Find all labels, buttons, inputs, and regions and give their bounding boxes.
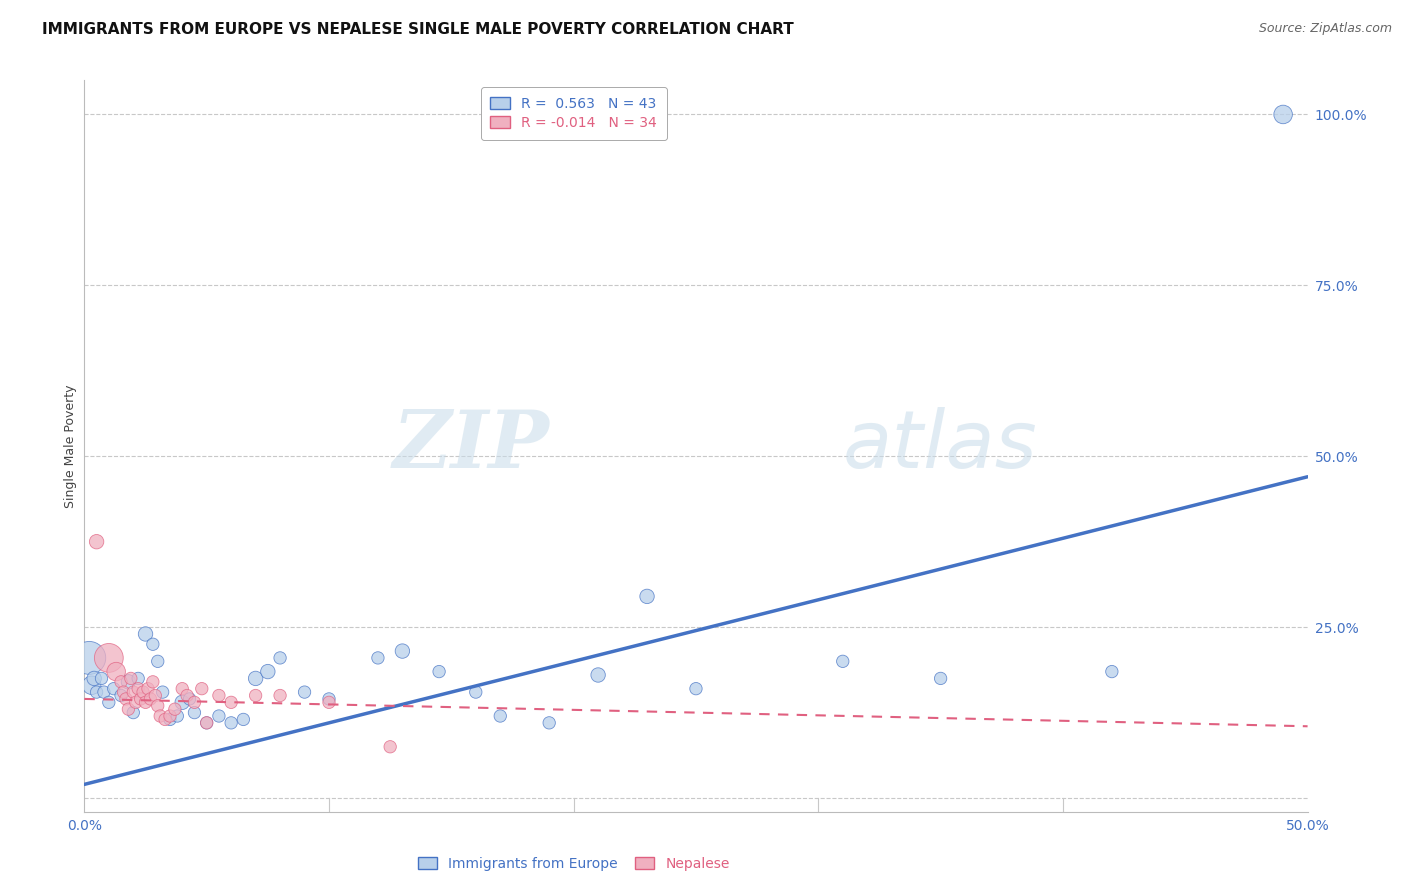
Point xyxy=(86,534,108,549)
Point xyxy=(105,665,128,679)
Point xyxy=(159,713,181,727)
Point xyxy=(120,672,142,686)
Legend: Immigrants from Europe, Nepalese: Immigrants from Europe, Nepalese xyxy=(411,850,737,878)
Point xyxy=(294,685,316,699)
Point xyxy=(636,590,658,604)
Point xyxy=(115,692,138,706)
Point xyxy=(245,689,267,703)
Point xyxy=(110,689,132,703)
Point xyxy=(929,672,952,686)
Point xyxy=(163,702,186,716)
Point xyxy=(97,695,120,709)
Point xyxy=(112,685,135,699)
Point xyxy=(132,685,155,699)
Point xyxy=(153,713,176,727)
Point xyxy=(245,672,267,686)
Point xyxy=(191,681,214,696)
Point xyxy=(391,644,413,658)
Point xyxy=(142,637,165,651)
Point xyxy=(129,692,152,706)
Point xyxy=(172,695,194,709)
Point xyxy=(166,709,188,723)
Point xyxy=(143,689,166,703)
Point xyxy=(142,674,165,689)
Point xyxy=(367,651,389,665)
Point xyxy=(219,715,242,730)
Text: IMMIGRANTS FROM EUROPE VS NEPALESE SINGLE MALE POVERTY CORRELATION CHART: IMMIGRANTS FROM EUROPE VS NEPALESE SINGL… xyxy=(42,22,794,37)
Point xyxy=(103,681,125,696)
Point xyxy=(183,695,205,709)
Point xyxy=(269,689,291,703)
Point xyxy=(146,698,169,713)
Point xyxy=(257,665,280,679)
Point xyxy=(127,681,149,696)
Text: ZIP: ZIP xyxy=(392,408,550,484)
Point xyxy=(159,709,181,723)
Point xyxy=(90,672,112,686)
Point xyxy=(125,695,148,709)
Point xyxy=(93,685,115,699)
Point xyxy=(152,685,174,699)
Point xyxy=(77,651,100,665)
Point xyxy=(183,706,205,720)
Point xyxy=(136,681,159,696)
Point xyxy=(685,681,707,696)
Point xyxy=(318,692,340,706)
Point xyxy=(1101,665,1123,679)
Point xyxy=(149,709,172,723)
Point xyxy=(135,627,157,641)
Point xyxy=(117,674,139,689)
Point xyxy=(208,709,231,723)
Text: atlas: atlas xyxy=(842,407,1038,485)
Point xyxy=(122,706,145,720)
Text: Source: ZipAtlas.com: Source: ZipAtlas.com xyxy=(1258,22,1392,36)
Point xyxy=(586,668,609,682)
Point xyxy=(464,685,486,699)
Point xyxy=(117,702,139,716)
Point xyxy=(195,715,218,730)
Point xyxy=(269,651,291,665)
Point xyxy=(1272,107,1295,121)
Point xyxy=(83,672,105,686)
Point xyxy=(232,713,254,727)
Point xyxy=(179,692,201,706)
Point xyxy=(427,665,450,679)
Point xyxy=(831,654,853,668)
Point xyxy=(172,681,194,696)
Point xyxy=(80,678,103,692)
Point xyxy=(97,651,120,665)
Point xyxy=(110,674,132,689)
Point xyxy=(219,695,242,709)
Point xyxy=(538,715,561,730)
Point xyxy=(122,685,145,699)
Point xyxy=(489,709,512,723)
Point xyxy=(139,692,162,706)
Point xyxy=(380,739,402,754)
Point xyxy=(146,654,169,668)
Point xyxy=(195,715,218,730)
Y-axis label: Single Male Poverty: Single Male Poverty xyxy=(65,384,77,508)
Point xyxy=(176,689,198,703)
Point xyxy=(318,695,340,709)
Point xyxy=(127,672,149,686)
Point xyxy=(208,689,231,703)
Point xyxy=(135,695,157,709)
Point xyxy=(86,685,108,699)
